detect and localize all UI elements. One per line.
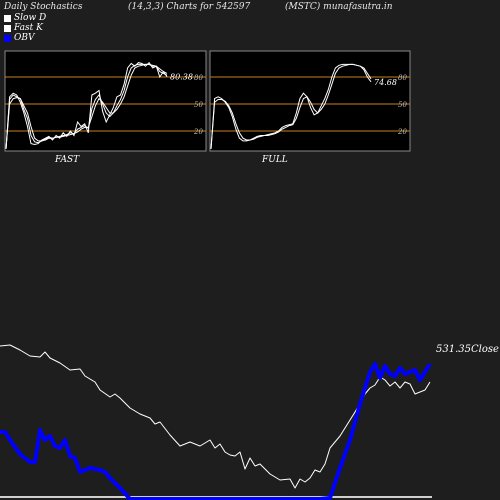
legend-swatch-white (4, 14, 11, 22)
chart-source: (MSTC) munafasutra.in (285, 2, 393, 12)
legend-item-slow-d: Slow D (4, 13, 46, 23)
tick-label: 50 (194, 101, 203, 109)
full-stochastic-panel: 80 50 20 74.68 FULL (209, 50, 411, 165)
stochastic-line-2 (210, 63, 372, 150)
legend-swatch-white (4, 24, 11, 32)
panel-label: FAST (54, 155, 80, 165)
last-value-label: 80.38 (170, 73, 193, 82)
panel-frame (209, 50, 411, 152)
close-line (0, 344, 431, 489)
tick-label: 80 (194, 74, 203, 82)
tick-label: 50 (398, 101, 407, 109)
tick-label: 80 (398, 74, 407, 82)
stochastic-line-1 (5, 61, 168, 150)
legend-label: OBV (14, 33, 35, 43)
stochastic-line-1 (210, 63, 372, 150)
legend-label: Slow D (14, 13, 47, 23)
obv-close-panel: 531.35Close (0, 344, 499, 500)
panel-label: FULL (261, 155, 288, 165)
obv-line (0, 362, 432, 500)
legend-item-fast-k: Fast K (4, 23, 46, 33)
tick-label: 20 (397, 128, 407, 136)
panel-frame (4, 50, 207, 152)
chart-subtitle: (14,3,3) Charts for 542597 (128, 2, 251, 12)
close-value-label: 531.35Close (436, 344, 499, 355)
tick-label: 20 (193, 128, 203, 136)
legend-swatch-blue (4, 34, 11, 42)
legend-item-obv: OBV (4, 33, 46, 43)
chart-title: Daily Stochastics (4, 2, 83, 12)
stochastic-line-3 (5, 63, 168, 150)
legend-label: Fast K (14, 23, 43, 33)
legend: Slow D Fast K OBV (4, 13, 46, 43)
fast-stochastic-panel: 80 50 20 80.38 FAST (4, 50, 207, 165)
last-value-label: 74.68 (374, 78, 397, 87)
